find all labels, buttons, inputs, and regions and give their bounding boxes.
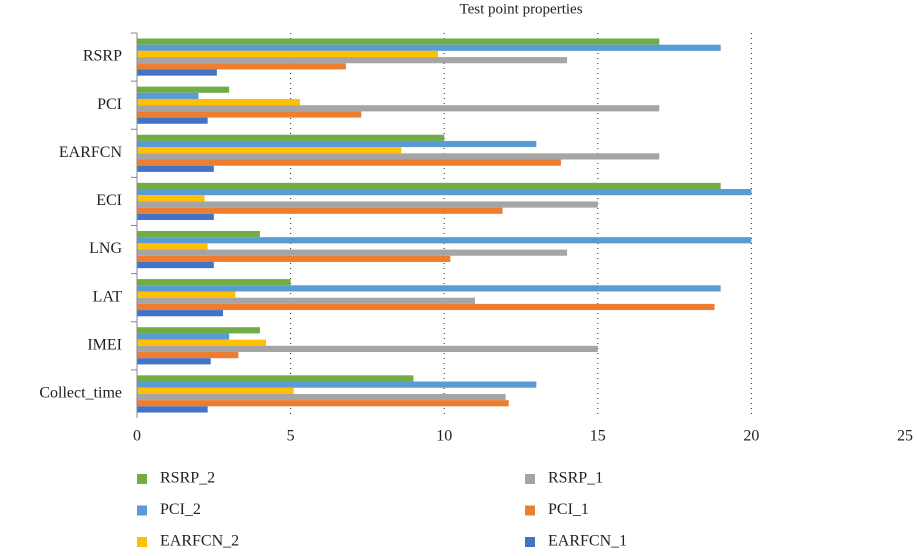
legend-swatch: [525, 505, 535, 516]
bar: [137, 165, 214, 172]
bar: [137, 358, 211, 365]
legend-swatch: [137, 537, 147, 547]
bar: [137, 134, 445, 141]
bar: [137, 291, 236, 298]
bar: [137, 111, 362, 118]
x-tick-label: 10: [436, 428, 452, 445]
x-tick-label: 5: [287, 428, 295, 445]
bar: [137, 213, 214, 221]
legend-label: RSRP_2: [160, 470, 215, 487]
bar: [137, 381, 537, 388]
bar: [137, 261, 214, 269]
bar: [137, 98, 300, 106]
bar: [137, 375, 414, 382]
bar: [137, 189, 752, 196]
bar: [137, 333, 230, 340]
bar: [137, 38, 660, 45]
legend-swatch: [525, 474, 535, 484]
bar: [137, 279, 291, 286]
x-tick-label: 20: [743, 428, 759, 445]
bar: [137, 117, 208, 124]
y-tick-label: IMEI: [87, 336, 122, 353]
y-tick-label: LAT: [93, 288, 123, 305]
bar: [137, 57, 568, 64]
legend-swatch: [137, 505, 147, 516]
legend-label: EARFCN_2: [160, 533, 239, 550]
x-tick-label: 15: [590, 428, 606, 445]
bar: [137, 147, 402, 154]
bar: [137, 230, 260, 238]
bar: [137, 352, 239, 359]
bar: [137, 393, 506, 401]
legend-label: PCI_2: [160, 501, 201, 518]
bar: [137, 92, 199, 99]
bar: [137, 339, 267, 346]
x-tick-label: 25: [897, 428, 913, 445]
bar: [137, 153, 660, 160]
y-tick-label: Collect_time: [39, 385, 122, 402]
y-tick-label: EARFCN: [59, 144, 123, 161]
bar: [137, 159, 561, 166]
legend-label: PCI_1: [548, 501, 589, 518]
bar: [137, 44, 721, 51]
bar: [137, 201, 598, 208]
bar: [137, 285, 721, 292]
bar: [137, 297, 475, 304]
bar: [137, 249, 568, 256]
bar: [137, 406, 208, 413]
y-tick-label: PCI: [97, 96, 122, 113]
bar: [137, 195, 205, 202]
bar: [137, 400, 509, 407]
chart-title: Test point properties: [459, 1, 582, 17]
legend-label: RSRP_1: [548, 470, 603, 487]
bar: [137, 327, 260, 334]
bar: [137, 207, 503, 214]
bar: [137, 105, 660, 112]
bar: [137, 86, 230, 93]
legend-swatch: [525, 537, 535, 547]
bar: [137, 387, 294, 394]
bar: [137, 345, 598, 353]
bar: [137, 140, 537, 148]
y-tick-label: RSRP: [83, 48, 122, 65]
bar: [137, 63, 346, 70]
bar: [137, 243, 208, 250]
bar: [137, 237, 752, 244]
y-tick-label: ECI: [96, 192, 122, 209]
bar: [137, 50, 439, 58]
bar: [137, 69, 217, 76]
bar: [137, 303, 715, 311]
x-tick-label: 0: [133, 428, 141, 445]
legend-label: EARFCN_1: [548, 533, 627, 550]
legend-swatch: [137, 474, 147, 484]
bar: [137, 182, 721, 190]
y-tick-label: LNG: [89, 240, 122, 257]
bar: [137, 310, 224, 317]
bar: [137, 255, 451, 262]
